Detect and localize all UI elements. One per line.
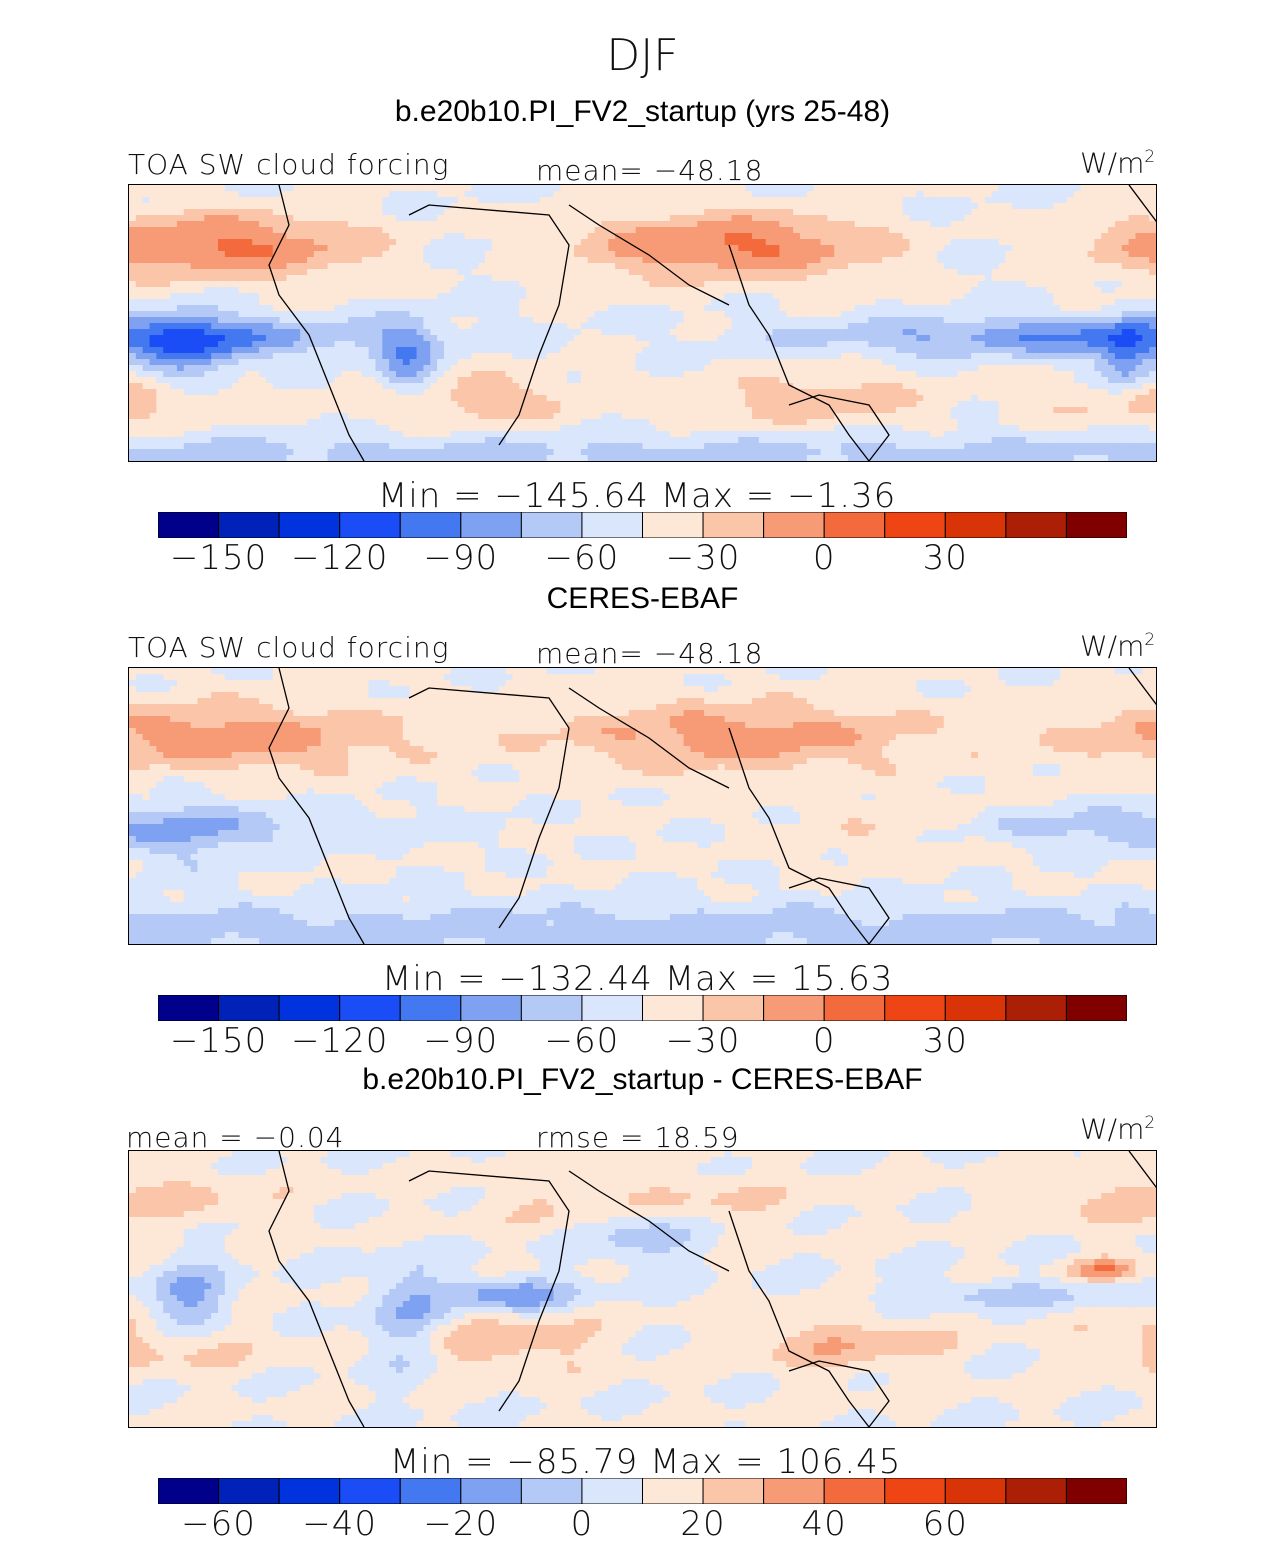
colorbar-swatch [581,1477,643,1505]
panel2-field [129,668,1156,944]
colorbar-tick-label: −60 [545,1021,620,1061]
panel1-map [128,184,1157,462]
colorbar-swatch [399,511,462,539]
colorbar-swatch [763,511,825,539]
season-title: DJF [0,30,1285,81]
panel3-field [129,1151,1156,1427]
panel1-colorbar-ticks: −150 −120 −90 −60 −30 0 30 [158,538,1127,578]
colorbar-swatch [339,511,401,539]
colorbar-swatch [218,511,280,539]
colorbar-swatch [1005,994,1067,1022]
colorbar-tick-label: 20 [680,1504,725,1544]
colorbar-swatch [157,511,220,539]
colorbar-tick-label: −90 [423,538,498,578]
colorbar-swatch [1065,1477,1128,1505]
colorbar-swatch [702,1477,765,1505]
colorbar-tick-label: −60 [545,538,620,578]
panel2-map [128,667,1157,945]
colorbar-swatch [278,1477,341,1505]
colorbar-tick-label: 60 [923,1504,968,1544]
panel2-colorbar-ticks: −150 −120 −90 −60 −30 0 30 [158,1021,1127,1061]
panel1-colorbar [157,511,1128,539]
colorbar-swatch [218,994,280,1022]
panel2-variable-label: TOA SW cloud forcing [128,631,449,664]
colorbar-swatch [884,511,946,539]
colorbar-swatch [157,994,220,1022]
panel3-rmse-label: rmse = 18.59 [536,1121,740,1154]
panel2-title: CERES-EBAF [0,582,1285,616]
colorbar-swatch [763,1477,825,1505]
colorbar-tick-label: 0 [813,1021,836,1061]
colorbar-swatch [339,994,401,1022]
panel1-field [129,185,1156,461]
colorbar-tick-label: −120 [291,1021,388,1061]
colorbar-swatch [823,1477,886,1505]
panel1-variable-label: TOA SW cloud forcing [128,148,449,181]
colorbar-tick-label: −30 [666,1021,741,1061]
colorbar-swatch [278,994,341,1022]
colorbar-swatch [581,511,643,539]
colorbar-swatch [944,994,1007,1022]
colorbar-swatch [1005,511,1067,539]
colorbar-swatch [460,994,522,1022]
panel3-units: W/m2 [1080,1112,1155,1145]
colorbar-swatch [702,511,765,539]
colorbar-swatch [884,994,946,1022]
colorbar-swatch [520,1477,583,1505]
colorbar-swatch [460,511,522,539]
panel2-mean-label: mean= −48.18 [536,637,763,670]
colorbar-swatch [642,511,704,539]
panel3-mean-label: mean = −0.04 [126,1121,344,1154]
colorbar-swatch [399,1477,462,1505]
colorbar-swatch [278,511,341,539]
colorbar-swatch [884,1477,946,1505]
colorbar-swatch [460,1477,522,1505]
panel3-title: b.e20b10.PI_FV2_startup - CERES-EBAF [0,1063,1285,1097]
colorbar-tick-label: 0 [813,538,836,578]
colorbar-tick-label: −150 [170,538,267,578]
colorbar-swatch [520,511,583,539]
panel2-colorbar [157,994,1128,1022]
colorbar-swatch [339,1477,401,1505]
panel2-units: W/m2 [1080,629,1155,662]
colorbar-swatch [399,994,462,1022]
colorbar-swatch [1065,511,1128,539]
panel2-minmax: Min = −132.44 Max = 15.63 [382,959,893,999]
colorbar-tick-label: −20 [423,1504,498,1544]
colorbar-swatch [1065,994,1128,1022]
colorbar-tick-label: −120 [291,538,388,578]
case-title: b.e20b10.PI_FV2_startup (yrs 25-48) [0,95,1285,129]
colorbar-swatch [763,994,825,1022]
panel1-mean-label: mean= −48.18 [536,154,763,187]
colorbar-swatch [520,994,583,1022]
colorbar-tick-label: 30 [923,538,968,578]
colorbar-tick-label: −40 [302,1504,377,1544]
panel1-units: W/m2 [1080,146,1155,179]
panel3-colorbar [157,1477,1128,1505]
colorbar-tick-label: −150 [170,1021,267,1061]
colorbar-tick-label: 0 [571,1504,594,1544]
colorbar-swatch [823,511,886,539]
colorbar-swatch [823,994,886,1022]
panel1-minmax: Min = −145.64 Max = −1.36 [378,476,896,516]
colorbar-tick-label: 40 [802,1504,847,1544]
colorbar-swatch [642,994,704,1022]
colorbar-tick-label: −30 [666,538,741,578]
panel3-colorbar-ticks: −60 −40 −20 0 20 40 60 [158,1504,1127,1544]
colorbar-tick-label: 30 [923,1021,968,1061]
colorbar-swatch [1005,1477,1067,1505]
colorbar-swatch [944,511,1007,539]
colorbar-swatch [944,1477,1007,1505]
colorbar-tick-label: −90 [423,1021,498,1061]
colorbar-swatch [642,1477,704,1505]
colorbar-tick-label: −60 [181,1504,256,1544]
panel3-minmax: Min = −85.79 Max = 106.45 [390,1442,901,1482]
colorbar-swatch [581,994,643,1022]
colorbar-swatch [157,1477,220,1505]
colorbar-swatch [218,1477,280,1505]
panel3-map [128,1150,1157,1428]
colorbar-swatch [702,994,765,1022]
